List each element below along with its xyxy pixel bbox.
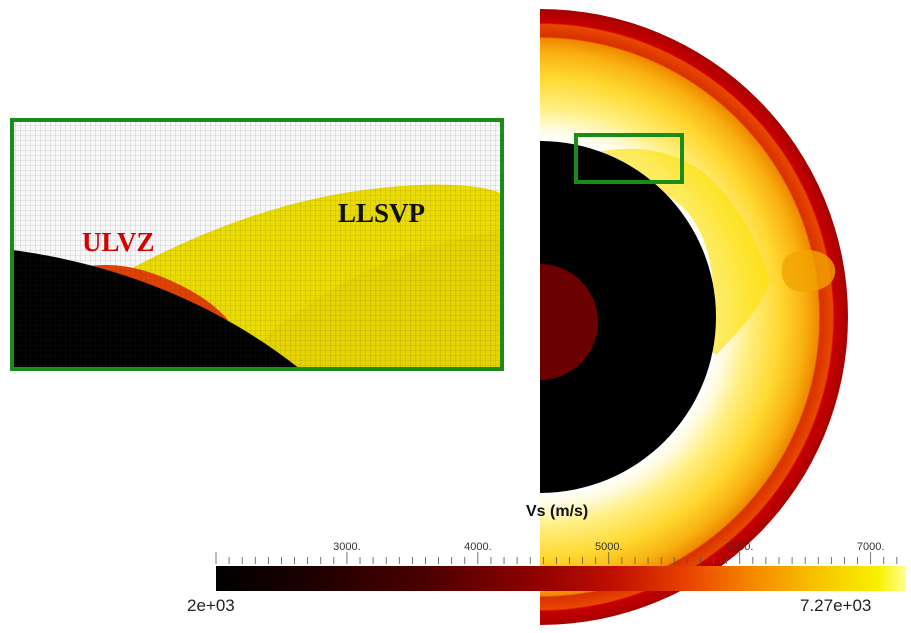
- ulvz-label: ULVZ: [82, 227, 155, 257]
- colorbar-title: Vs (m/s): [526, 503, 589, 520]
- earth-cross-section: [540, 9, 848, 625]
- inset-panel: ULVZ LLSVP: [10, 118, 504, 371]
- colorbar-tick-label: 5000.: [595, 541, 623, 553]
- zoom-region-box: [574, 133, 684, 184]
- colorbar-tick-label: 4000.: [464, 541, 492, 553]
- colorbar: [215, 552, 906, 591]
- colorbar-tick-label: 7000.: [856, 541, 885, 553]
- colorbar-tick-label: 3000.: [333, 541, 361, 553]
- llsvp-bulge: [781, 250, 836, 292]
- colorbar-ticks: [215, 552, 898, 564]
- outer-core: [540, 141, 716, 493]
- colorbar-tick-label: 6000.: [725, 541, 754, 553]
- inset-frame: [10, 118, 504, 371]
- llsvp-label: LLSVP: [338, 198, 425, 228]
- colorbar-max-label: 7.27e+03: [800, 596, 872, 615]
- colorbar-min-label: 2e+03: [187, 596, 235, 615]
- colorbar-gradient: [216, 566, 906, 591]
- inner-core: [540, 264, 598, 380]
